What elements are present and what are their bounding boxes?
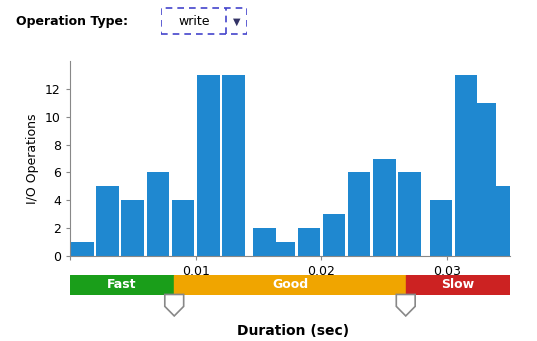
Text: Slow: Slow: [441, 278, 475, 291]
Text: write: write: [178, 15, 209, 28]
Bar: [297, 228, 320, 256]
Bar: [121, 200, 144, 256]
Bar: [172, 200, 194, 256]
Bar: [71, 242, 94, 256]
Text: Operation Type:: Operation Type:: [16, 15, 128, 28]
Bar: [272, 242, 295, 256]
Bar: [96, 186, 119, 256]
Bar: [222, 75, 245, 256]
Text: Fast: Fast: [107, 278, 137, 291]
Bar: [511, 242, 534, 256]
Bar: [455, 75, 477, 256]
Bar: [398, 173, 421, 256]
Bar: [406, 275, 510, 295]
Y-axis label: I/O Operations: I/O Operations: [26, 113, 39, 204]
Bar: [253, 228, 276, 256]
Bar: [348, 173, 371, 256]
Bar: [147, 173, 169, 256]
Text: ▼: ▼: [233, 16, 241, 26]
Text: Good: Good: [272, 278, 308, 291]
Bar: [323, 214, 345, 256]
Bar: [373, 159, 396, 256]
Text: Duration (sec): Duration (sec): [237, 324, 349, 338]
Bar: [70, 275, 174, 295]
Bar: [492, 186, 515, 256]
Bar: [430, 200, 452, 256]
Bar: [174, 275, 406, 295]
Bar: [197, 75, 220, 256]
Bar: [474, 103, 496, 256]
